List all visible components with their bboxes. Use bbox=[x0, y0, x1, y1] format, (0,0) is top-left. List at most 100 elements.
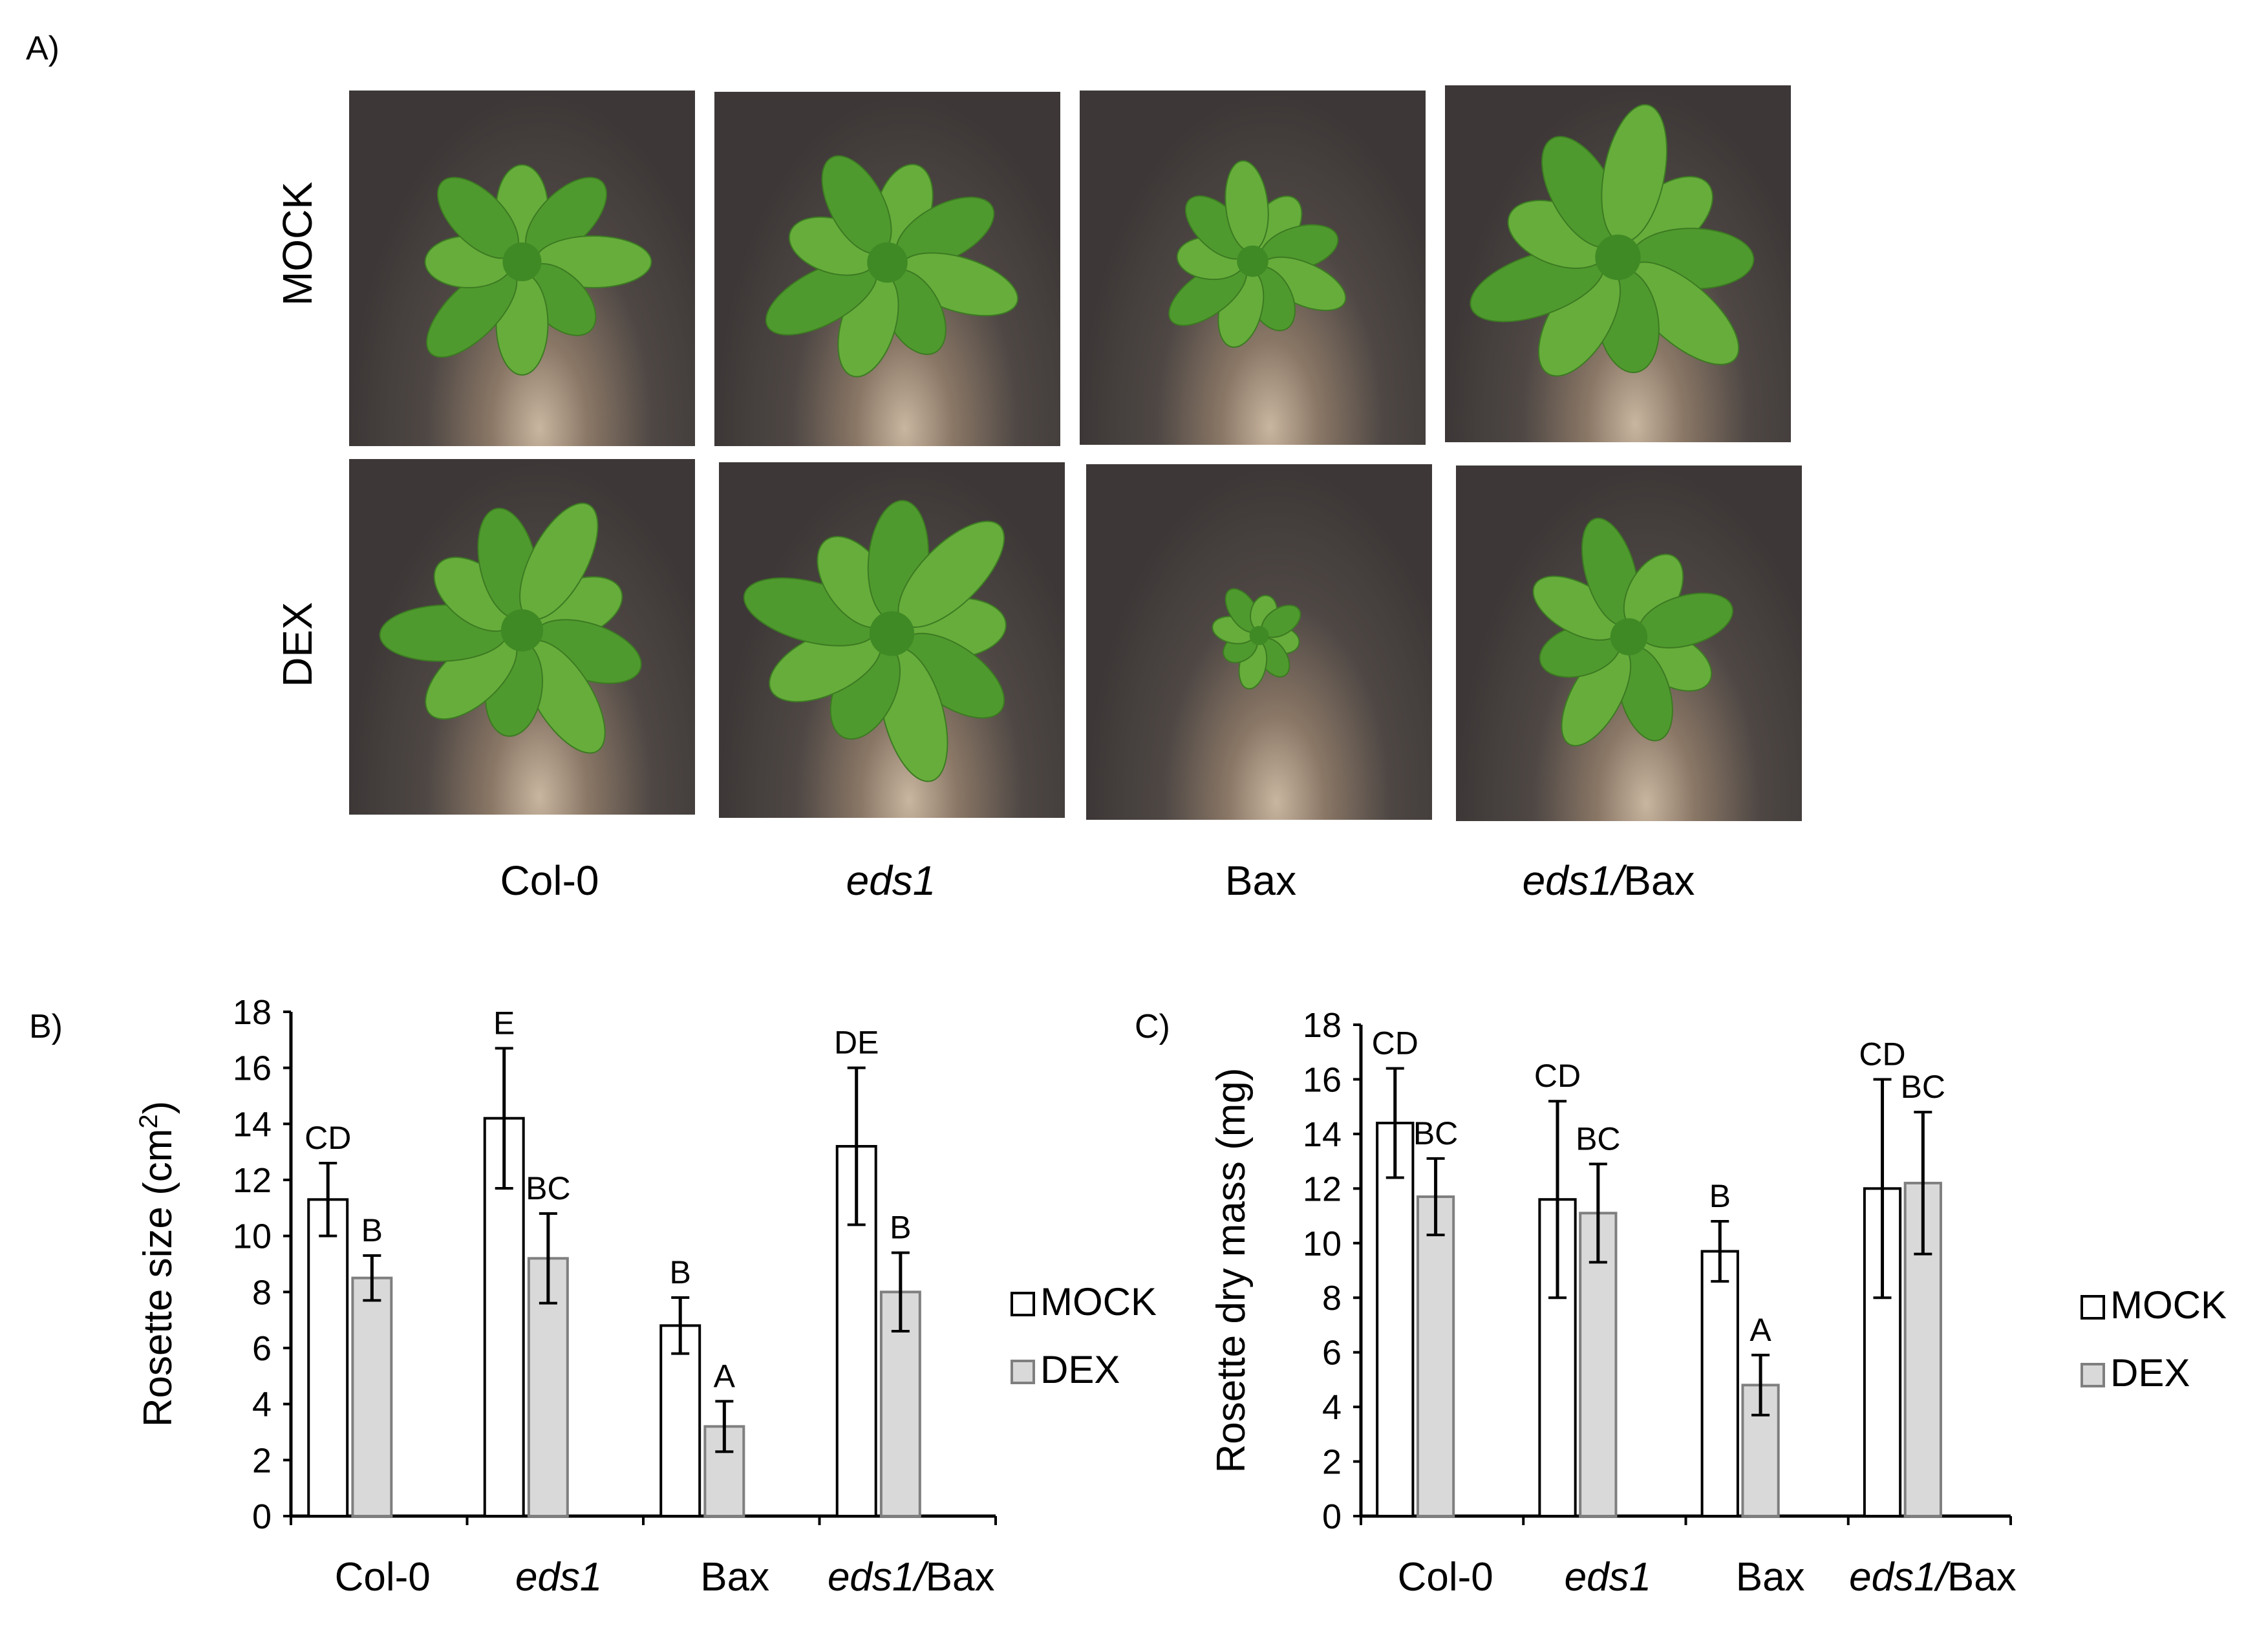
bar-dex-b bbox=[879, 1290, 921, 1518]
photo-mock-bax bbox=[1080, 91, 1426, 445]
significance-letter-c: BC bbox=[1413, 1115, 1458, 1151]
photo-dex-eds1-bax bbox=[1456, 465, 1802, 821]
photo-dex-col0 bbox=[349, 459, 695, 815]
legend-label-mock-b: MOCK bbox=[1040, 1280, 1157, 1323]
rosette-center bbox=[1610, 618, 1648, 656]
legend-swatch-mock-b bbox=[1011, 1292, 1035, 1316]
bar-dex-b bbox=[351, 1276, 393, 1517]
rosette-center bbox=[500, 609, 544, 652]
significance-letter-c: B bbox=[1709, 1178, 1731, 1214]
y-tick-label-c: 12 bbox=[1303, 1170, 1342, 1208]
panel-b-label: B) bbox=[29, 1008, 63, 1045]
rosette-plant bbox=[1168, 160, 1347, 348]
x-tick-label-c: Bax bbox=[1736, 1555, 1805, 1600]
panel-c-label: C) bbox=[1135, 1008, 1170, 1045]
significance-letter-b: A bbox=[714, 1358, 736, 1394]
y-tick-label-b: 16 bbox=[233, 1049, 272, 1088]
y-tick-label-c: 0 bbox=[1322, 1497, 1342, 1536]
row-label-dex: DEX bbox=[274, 602, 321, 687]
significance-letter-b: DE bbox=[834, 1025, 879, 1061]
y-tick-label-b: 12 bbox=[233, 1161, 272, 1200]
y-tick-label-b: 10 bbox=[233, 1217, 272, 1256]
rosette-plant bbox=[743, 500, 1007, 782]
legend-swatch-dex-c bbox=[2081, 1363, 2105, 1387]
y-tick-label-c: 16 bbox=[1303, 1060, 1342, 1099]
x-tick-label-c: eds1 bbox=[1565, 1555, 1651, 1600]
x-tick-label-b: eds1/Bax bbox=[828, 1555, 995, 1600]
y-tick-label-b: 18 bbox=[233, 993, 272, 1032]
significance-letter-b: B bbox=[361, 1212, 383, 1248]
y-tick-label-b: 4 bbox=[252, 1386, 272, 1424]
photo-mock-col0 bbox=[349, 91, 695, 446]
significance-letter-b: B bbox=[670, 1254, 691, 1290]
bar-mock-b bbox=[835, 1145, 877, 1517]
photo-mock-eds1-bax bbox=[1445, 85, 1791, 442]
y-tick-label-b: 8 bbox=[252, 1273, 272, 1312]
rosette-plant bbox=[379, 502, 642, 754]
significance-letter-b: B bbox=[890, 1210, 911, 1246]
col-label-eds1-bax: eds1/Bax bbox=[1522, 857, 1695, 904]
x-tick-label-b: Col-0 bbox=[335, 1555, 431, 1600]
y-tick-label-c: 6 bbox=[1322, 1334, 1342, 1373]
y-tick-label-c: 10 bbox=[1303, 1225, 1342, 1263]
bar-mock-b bbox=[659, 1324, 701, 1517]
y-tick-label-b: 6 bbox=[252, 1329, 272, 1368]
significance-letter-b: CD bbox=[305, 1120, 351, 1156]
significance-letter-b: BC bbox=[526, 1170, 570, 1206]
y-tick-label-b: 2 bbox=[252, 1441, 272, 1480]
y-tick-label-c: 2 bbox=[1322, 1443, 1342, 1482]
row-label-mock: MOCK bbox=[274, 182, 321, 306]
legend-label-dex-b: DEX bbox=[1040, 1348, 1120, 1391]
legend-swatch-dex-b bbox=[1011, 1360, 1035, 1384]
significance-letter-c: CD bbox=[1372, 1025, 1418, 1062]
bar-mock-c bbox=[1376, 1122, 1415, 1517]
bar-mock-c bbox=[1538, 1198, 1577, 1517]
rosette-center bbox=[1237, 245, 1268, 277]
y-axis-label-b: Rosette size (cm2) bbox=[134, 1101, 180, 1428]
panel-a-label: A) bbox=[26, 30, 59, 67]
rosette-center bbox=[867, 242, 908, 283]
bar-dex-c bbox=[1741, 1384, 1780, 1517]
bar-mock-c bbox=[1863, 1187, 1902, 1518]
photo-dex-bax bbox=[1086, 464, 1432, 820]
bar-dex-c bbox=[1579, 1212, 1618, 1518]
x-tick-label-b: Bax bbox=[700, 1555, 769, 1600]
rosette-center bbox=[1249, 626, 1269, 645]
legend-swatch-mock-c bbox=[2081, 1295, 2105, 1320]
bar-mock-c bbox=[1700, 1250, 1739, 1517]
rosette-center bbox=[502, 242, 542, 281]
col-label-eds1: eds1 bbox=[846, 857, 936, 904]
rosette-plant bbox=[1532, 517, 1734, 747]
rosette-plant bbox=[1212, 588, 1301, 690]
rosette-plant bbox=[424, 164, 652, 376]
y-tick-label-b: 14 bbox=[233, 1105, 272, 1144]
y-tick-label-c: 8 bbox=[1322, 1279, 1342, 1318]
significance-letter-c: CD bbox=[1859, 1036, 1905, 1072]
bar-dex-c bbox=[1903, 1181, 1942, 1517]
bar-dex-b bbox=[527, 1257, 569, 1518]
x-tick-label-b: eds1 bbox=[515, 1555, 602, 1600]
legend-label-dex-c: DEX bbox=[2110, 1351, 2190, 1395]
x-tick-label-c: Col-0 bbox=[1398, 1555, 1493, 1600]
significance-letter-c: BC bbox=[1576, 1120, 1620, 1157]
significance-letter-b: E bbox=[493, 1005, 515, 1041]
rosette-plant bbox=[1470, 104, 1755, 377]
col-label-bax: Bax bbox=[1225, 857, 1297, 904]
bar-mock-b bbox=[483, 1117, 525, 1517]
bar-dex-c bbox=[1416, 1195, 1455, 1517]
significance-letter-c: A bbox=[1749, 1312, 1771, 1348]
significance-letter-c: CD bbox=[1534, 1058, 1581, 1094]
y-tick-label-c: 4 bbox=[1322, 1388, 1342, 1427]
col-label-col0: Col-0 bbox=[500, 857, 599, 904]
y-tick-label-c: 14 bbox=[1303, 1115, 1342, 1154]
bar-dex-b bbox=[703, 1425, 745, 1517]
rosette-plant bbox=[765, 155, 1019, 378]
rosette-center bbox=[869, 611, 915, 656]
bar-mock-b bbox=[307, 1198, 349, 1518]
y-tick-label-c: 18 bbox=[1303, 1006, 1342, 1045]
x-tick-label-c: eds1/Bax bbox=[1849, 1555, 2017, 1600]
rosette-center bbox=[1595, 234, 1641, 281]
photo-dex-eds1 bbox=[719, 462, 1065, 818]
legend-label-mock-c: MOCK bbox=[2110, 1283, 2227, 1327]
y-axis-label-c: Rosette dry mass (mg) bbox=[1209, 1067, 1254, 1473]
